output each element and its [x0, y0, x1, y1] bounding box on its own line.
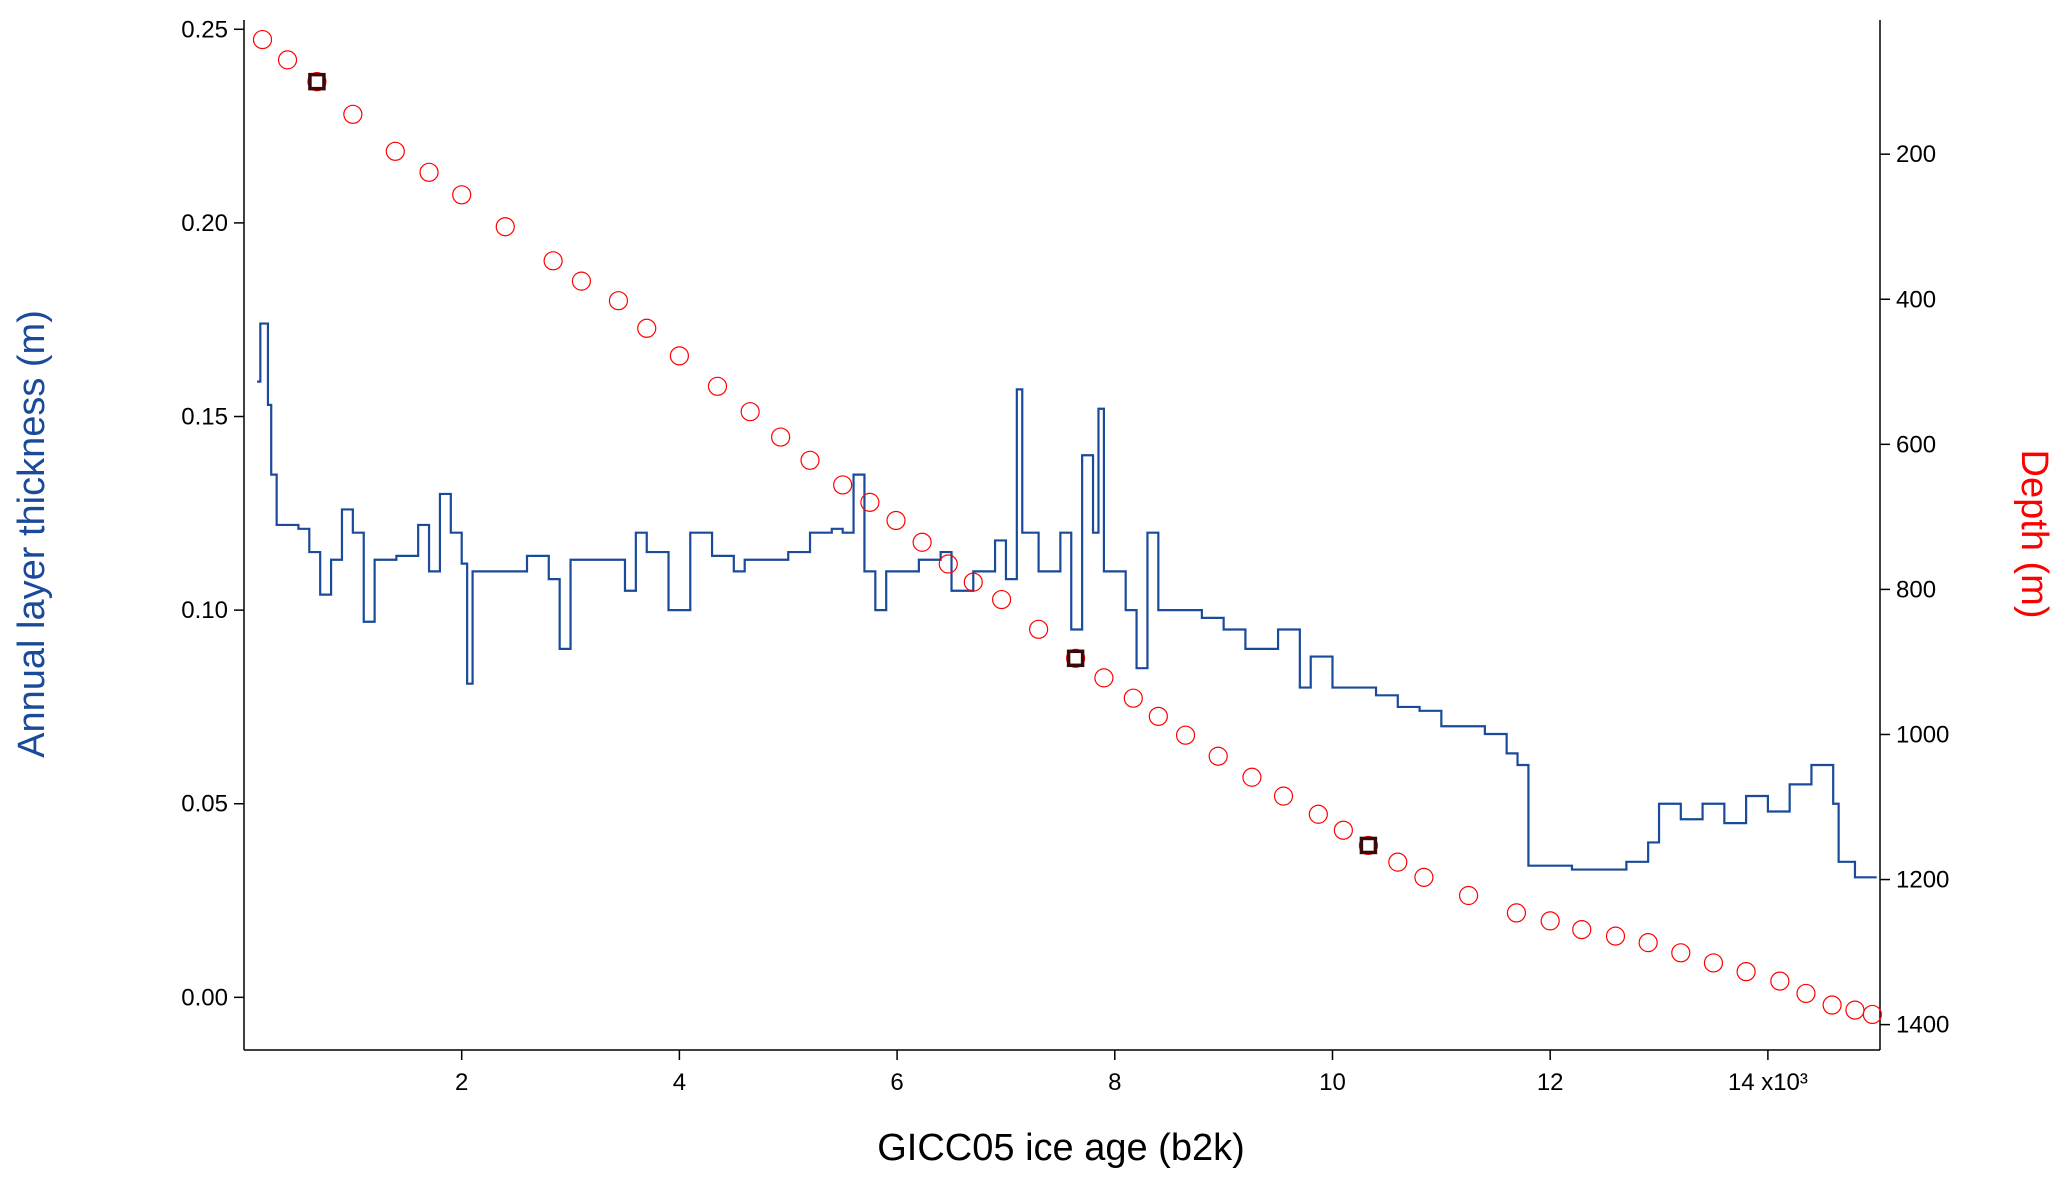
- y-tick-label: 0.20: [181, 210, 228, 237]
- depth-point: [1123, 688, 1143, 708]
- depth-point: [1066, 648, 1086, 668]
- y-tick-label: 0.05: [181, 791, 228, 818]
- depth-point: [1540, 911, 1560, 931]
- depth-point: [1458, 885, 1479, 906]
- depth-point: [419, 162, 439, 182]
- depth-point: [886, 510, 906, 531]
- x-tick-label: 4: [673, 1069, 686, 1096]
- y2-tick-label: 800: [1896, 576, 1936, 603]
- depth-point: [1242, 767, 1262, 787]
- depth-point: [571, 271, 592, 291]
- depth-point: [938, 554, 958, 574]
- x-tick-label: 6: [890, 1069, 903, 1096]
- y2-tick-label: 600: [1896, 431, 1936, 458]
- depth-point: [1308, 804, 1328, 824]
- depth-point: [1736, 962, 1756, 982]
- depth-point: [277, 50, 298, 70]
- depth-point: [385, 141, 405, 161]
- depth-point: [307, 72, 327, 92]
- depth-point: [637, 318, 657, 338]
- depth-point: [669, 346, 689, 366]
- thickness-line: [257, 322, 1877, 879]
- y2-tick-label: 400: [1896, 286, 1936, 313]
- depth-point: [740, 402, 760, 422]
- depth-point: [1770, 971, 1790, 991]
- depth-point: [1333, 820, 1353, 840]
- x-axis-title: GICC05 ice age (b2k): [877, 1127, 1245, 1169]
- depth-point: [495, 217, 515, 237]
- depth-point: [343, 104, 363, 124]
- depth-point: [1822, 995, 1842, 1015]
- depth-point: [1605, 926, 1626, 946]
- depth-point: [912, 532, 932, 552]
- depth-marker: [1066, 649, 1085, 668]
- depth-point: [800, 450, 820, 470]
- depth-point: [833, 475, 853, 495]
- y2-tick-label: 1400: [1896, 1012, 1949, 1039]
- y2-tick-label: 1200: [1896, 867, 1949, 894]
- depth-point: [1671, 943, 1691, 963]
- depth-marker: [308, 72, 326, 91]
- x-tick-label: 2: [455, 1069, 468, 1096]
- y2-tick-label: 1000: [1896, 721, 1949, 748]
- y-tick-label: 0.15: [181, 404, 228, 431]
- depth-point: [1273, 786, 1294, 806]
- depth-point: [991, 589, 1012, 610]
- depth-point: [1388, 852, 1408, 872]
- x-tick-label: 12: [1537, 1069, 1564, 1096]
- depth-point: [1862, 1004, 1882, 1025]
- depth-point: [771, 427, 791, 447]
- depth-point: [1208, 746, 1228, 766]
- depth-point: [252, 29, 273, 50]
- depth-point: [1175, 725, 1196, 745]
- depth-point: [1358, 835, 1379, 856]
- x-tick-label: 10: [1319, 1069, 1346, 1096]
- y-tick-label: 0.10: [181, 597, 228, 624]
- y-tick-label: 0.00: [181, 984, 228, 1011]
- depth-point: [860, 492, 880, 512]
- x-tick-label: 14 x10³: [1728, 1069, 1808, 1096]
- depth-point: [1638, 933, 1658, 953]
- y-axis-title: Annual layer thickness (m): [11, 310, 53, 758]
- depth-point: [1094, 668, 1114, 688]
- depth-point: [963, 572, 983, 592]
- depth-point: [452, 185, 472, 205]
- depth-point: [1703, 953, 1724, 973]
- depth-point: [1414, 867, 1434, 887]
- x-tick-label: 8: [1108, 1069, 1121, 1096]
- depth-point: [1796, 983, 1816, 1004]
- depth-point: [1572, 919, 1592, 940]
- depth-point: [608, 291, 629, 311]
- depth-point: [543, 251, 563, 271]
- y2-axis-title: Depth (m): [2013, 450, 2055, 619]
- depth-point: [707, 376, 728, 396]
- depth-point: [1148, 706, 1168, 726]
- depth-point: [1028, 619, 1049, 639]
- depth-point: [1845, 1000, 1865, 1020]
- depth-point: [1506, 903, 1527, 923]
- y2-tick-label: 200: [1896, 141, 1936, 168]
- y-tick-label: 0.25: [181, 16, 228, 43]
- depth-marker: [1359, 836, 1378, 855]
